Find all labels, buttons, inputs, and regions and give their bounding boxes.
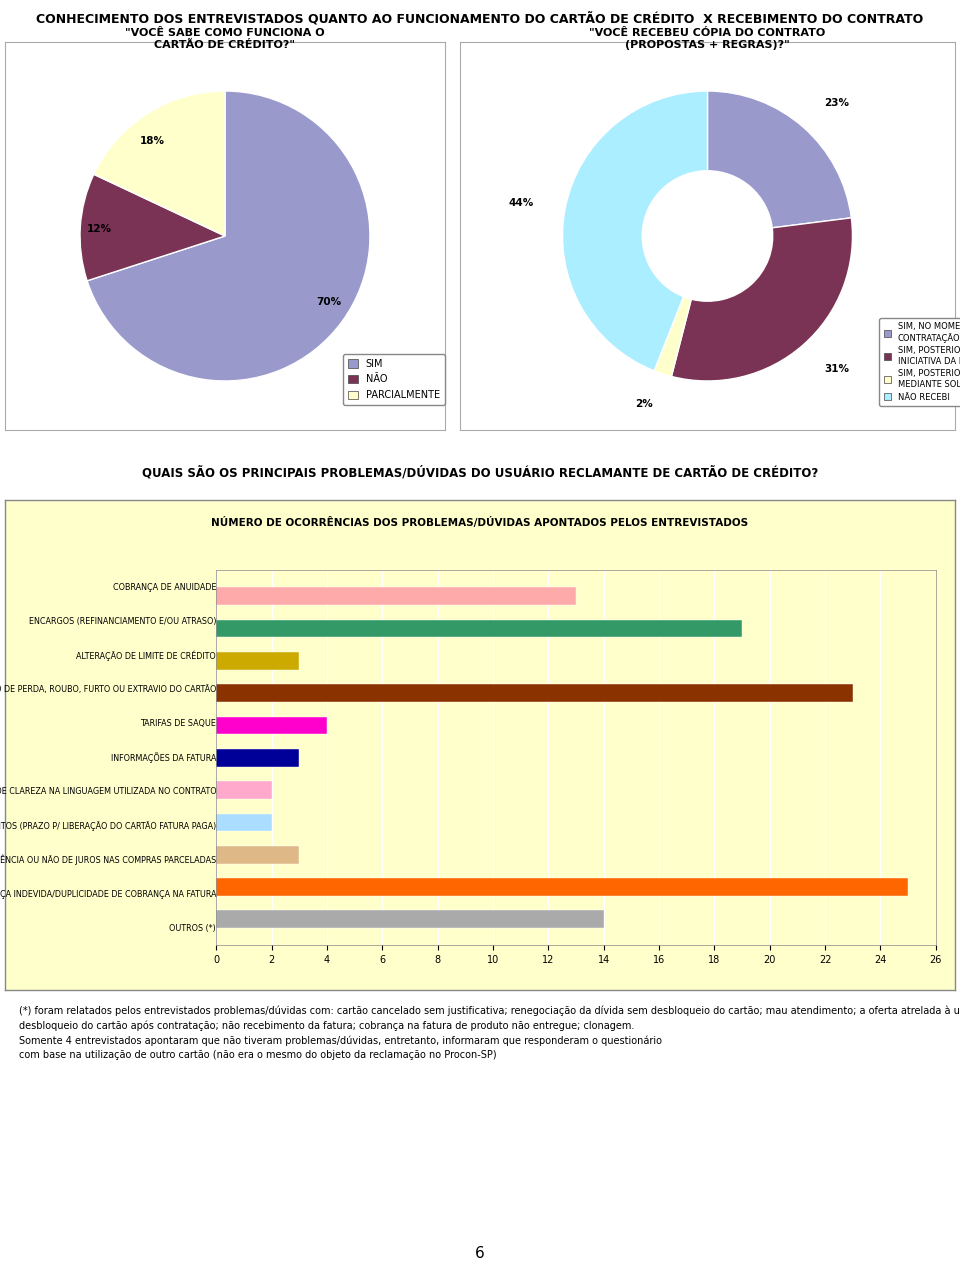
Wedge shape: [94, 91, 225, 237]
Text: CONHECIMENTO DOS ENTREVISTADOS QUANTO AO FUNCIONAMENTO DO CARTÃO DE CRÉDITO  X R: CONHECIMENTO DOS ENTREVISTADOS QUANTO AO…: [36, 12, 924, 26]
Text: 12%: 12%: [87, 224, 112, 234]
Bar: [216, 684, 852, 702]
Text: PROCEDIMENTOS NO CASO DE PERDA, ROUBO, FURTO OU EXTRAVIO DO CARTÃO: PROCEDIMENTOS NO CASO DE PERDA, ROUBO, F…: [0, 686, 216, 694]
Text: (*) foram relatados pelos entrevistados problemas/dúvidas com: cartão cancelado : (*) foram relatados pelos entrevistados …: [19, 1007, 960, 1060]
Bar: [216, 781, 272, 799]
Text: TARIFAS DE SAQUE: TARIFAS DE SAQUE: [140, 719, 216, 728]
Text: 2%: 2%: [636, 399, 653, 409]
Text: ENCARGOS (REFINANCIAMENTO E/OU ATRASO): ENCARGOS (REFINANCIAMENTO E/OU ATRASO): [29, 616, 216, 625]
Bar: [216, 716, 327, 734]
Text: 70%: 70%: [317, 298, 342, 307]
Text: 23%: 23%: [825, 98, 850, 109]
Text: NÚMERO DE OCORRÊNCIAS DOS PROBLEMAS/DÚVIDAS APONTADOS PELOS ENTREVISTADOS: NÚMERO DE OCORRÊNCIAS DOS PROBLEMAS/DÚVI…: [211, 517, 749, 528]
Bar: [216, 749, 300, 766]
Legend: SIM, NO MOMENTO DA
CONTRATAÇÃO, SIM, POSTERIORMENTE, POR
INICIATIVA DA EMPRESA, : SIM, NO MOMENTO DA CONTRATAÇÃO, SIM, POS…: [879, 318, 960, 405]
Bar: [216, 587, 576, 605]
Wedge shape: [671, 217, 852, 381]
Bar: [216, 879, 908, 895]
Text: INFORMAÇÕES DA FATURA: INFORMAÇÕES DA FATURA: [110, 752, 216, 764]
Text: 6: 6: [475, 1246, 485, 1261]
Title: "VOCÊ RECEBEU CÓPIA DO CONTRATO
(PROPOSTAS + REGRAS)?": "VOCÊ RECEBEU CÓPIA DO CONTRATO (PROPOST…: [589, 28, 826, 50]
Text: OUTROS (*): OUTROS (*): [170, 923, 216, 932]
Text: FALTA DE CLAREZA NA LINGUAGEM UTILIZADA NO CONTRATO: FALTA DE CLAREZA NA LINGUAGEM UTILIZADA …: [0, 788, 216, 797]
Text: 18%: 18%: [139, 136, 164, 146]
Title: "VOCÊ SABE COMO FUNCIONA O
CARTÃO DE CRÉDITO?": "VOCÊ SABE COMO FUNCIONA O CARTÃO DE CRÉ…: [125, 28, 324, 50]
Text: 44%: 44%: [509, 198, 534, 208]
Text: COBRANÇA DE ANUIDADE: COBRANÇA DE ANUIDADE: [112, 583, 216, 592]
Text: COBRANÇA INDEVIDA/DUPLICIDADE DE COBRANÇA NA FATURA: COBRANÇA INDEVIDA/DUPLICIDADE DE COBRANÇ…: [0, 890, 216, 899]
Wedge shape: [87, 91, 370, 381]
Bar: [216, 911, 604, 929]
Bar: [216, 813, 272, 831]
Text: BAIXA NO SISTEMA DOS PAGAMENTOS (PRAZO P/ LIBERAÇÃO DO CARTÃO FATURA PAGA): BAIXA NO SISTEMA DOS PAGAMENTOS (PRAZO P…: [0, 821, 216, 831]
Text: ALTERAÇÃO DE LIMITE DE CRÉDITO: ALTERAÇÃO DE LIMITE DE CRÉDITO: [77, 650, 216, 661]
Bar: [216, 620, 742, 637]
Legend: SIM, NÃO, PARCIALMENTE: SIM, NÃO, PARCIALMENTE: [344, 354, 444, 405]
Text: 31%: 31%: [825, 363, 850, 373]
Text: INCIDÊNCIA OU NÃO DE JUROS NAS COMPRAS PARCELADAS: INCIDÊNCIA OU NÃO DE JUROS NAS COMPRAS P…: [0, 854, 216, 866]
Wedge shape: [708, 91, 852, 228]
Bar: [216, 845, 300, 863]
Wedge shape: [80, 174, 225, 281]
Bar: [216, 652, 300, 670]
Text: QUAIS SÃO OS PRINCIPAIS PROBLEMAS/DÚVIDAS DO USUÁRIO RECLAMANTE DE CARTÃO DE CRÉ: QUAIS SÃO OS PRINCIPAIS PROBLEMAS/DÚVIDA…: [142, 467, 818, 480]
Wedge shape: [563, 91, 708, 371]
Wedge shape: [654, 297, 691, 376]
